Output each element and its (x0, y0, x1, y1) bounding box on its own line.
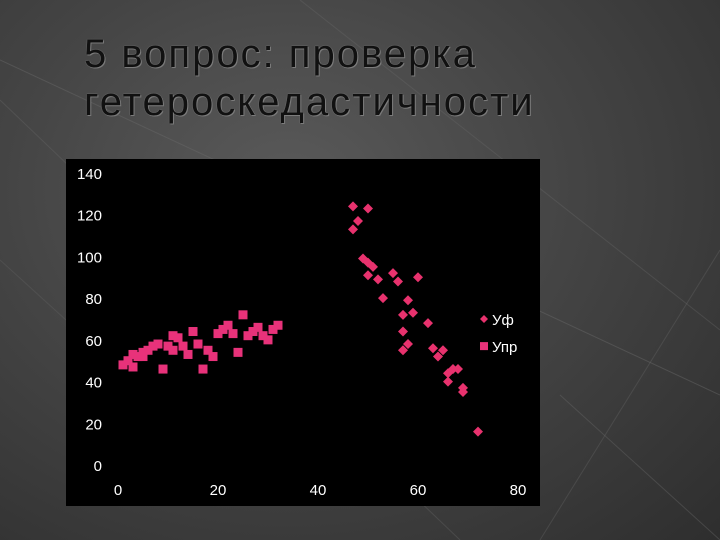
data-point-ypr (233, 347, 243, 357)
data-point-yf (363, 270, 373, 281)
y-tick-label: 40 (85, 375, 102, 392)
data-point-ypr (223, 320, 233, 330)
data-point-ypr (203, 345, 213, 355)
y-tick-label: 60 (85, 333, 102, 350)
data-point-ypr (258, 331, 268, 341)
data-point-ypr (118, 360, 128, 370)
y-tick-label: 120 (77, 208, 102, 225)
data-point-ypr (153, 339, 163, 349)
data-point-ypr (268, 324, 278, 334)
data-point-yf (443, 376, 453, 387)
legend-marker-diamond (480, 315, 488, 323)
scatter-chart: 0 20 40 60 80 100 120 140 0 20 40 60 80 Уф Упр (77, 166, 527, 499)
data-point-yf (398, 326, 408, 337)
data-point-ypr (148, 341, 158, 351)
legend-marker-square (480, 342, 488, 351)
data-point-ypr (273, 320, 283, 330)
data-point-yf (438, 345, 448, 356)
data-point-ypr (188, 327, 198, 337)
chart-legend: Уф Упр (480, 312, 517, 356)
data-point-yf (408, 307, 418, 318)
data-point-yf (393, 276, 403, 287)
data-point-yf (388, 268, 398, 279)
data-point-yf (443, 368, 453, 379)
y-axis-ticks: 0 20 40 60 80 100 120 140 (77, 166, 102, 475)
chart-marks (118, 201, 483, 437)
data-point-ypr (198, 364, 208, 374)
data-point-yf (398, 345, 408, 356)
data-point-yf (403, 295, 413, 306)
data-point-ypr (193, 339, 203, 349)
data-point-ypr (213, 329, 223, 339)
y-tick-label: 140 (77, 166, 102, 183)
data-point-yf (348, 201, 358, 212)
data-point-ypr (168, 345, 178, 355)
chart-container: 0 20 40 60 80 100 120 140 0 20 40 60 80 Уф Упр (66, 159, 540, 506)
data-point-ypr (138, 347, 148, 357)
data-point-yf (403, 339, 413, 350)
y-tick-label: 0 (94, 458, 102, 475)
data-point-yf (368, 261, 378, 272)
x-tick-label: 0 (114, 482, 122, 499)
data-point-ypr (263, 335, 273, 345)
legend-label: Упр (492, 339, 517, 356)
x-tick-label: 80 (510, 482, 527, 499)
data-point-yf (363, 257, 373, 268)
data-point-ypr (228, 329, 238, 339)
data-point-yf (413, 272, 423, 283)
data-point-ypr (243, 331, 253, 341)
data-point-yf (428, 343, 438, 354)
data-point-ypr (253, 322, 263, 332)
x-axis-ticks: 0 20 40 60 80 (114, 482, 527, 499)
data-point-yf (363, 203, 373, 214)
data-point-yf (473, 426, 483, 437)
data-point-ypr (128, 362, 138, 372)
data-point-yf (423, 318, 433, 329)
y-tick-label: 100 (77, 249, 102, 266)
data-point-yf (373, 274, 383, 285)
data-point-ypr (128, 349, 138, 359)
data-point-yf (433, 351, 443, 362)
y-tick-label: 20 (85, 416, 102, 433)
data-point-ypr (173, 333, 183, 343)
data-point-ypr (123, 356, 133, 366)
data-point-ypr (208, 352, 218, 362)
data-point-ypr (218, 324, 228, 334)
data-point-yf (353, 215, 363, 226)
data-point-ypr (158, 364, 168, 374)
data-point-ypr (168, 331, 178, 341)
legend-label: Уф (492, 312, 514, 329)
slide-title-line-1: 5 вопрос: проверка (84, 32, 477, 76)
y-tick-label: 80 (85, 291, 102, 308)
data-point-ypr (133, 352, 143, 362)
data-point-ypr (143, 345, 153, 355)
data-point-yf (398, 309, 408, 320)
data-point-yf (378, 293, 388, 304)
data-point-ypr (178, 341, 188, 351)
data-point-yf (458, 387, 468, 397)
x-tick-label: 60 (410, 482, 427, 499)
slide-title-line-2: гетероскедастичности (84, 80, 535, 124)
data-point-ypr (238, 310, 248, 320)
x-tick-label: 40 (310, 482, 327, 499)
data-point-yf (348, 224, 358, 235)
data-point-yf (453, 364, 463, 375)
slide-title: 5 вопрос: проверка гетероскедастичности (84, 30, 684, 126)
data-point-ypr (248, 327, 258, 337)
x-tick-label: 20 (210, 482, 227, 499)
data-point-ypr (183, 349, 193, 359)
data-point-ypr (163, 341, 173, 351)
